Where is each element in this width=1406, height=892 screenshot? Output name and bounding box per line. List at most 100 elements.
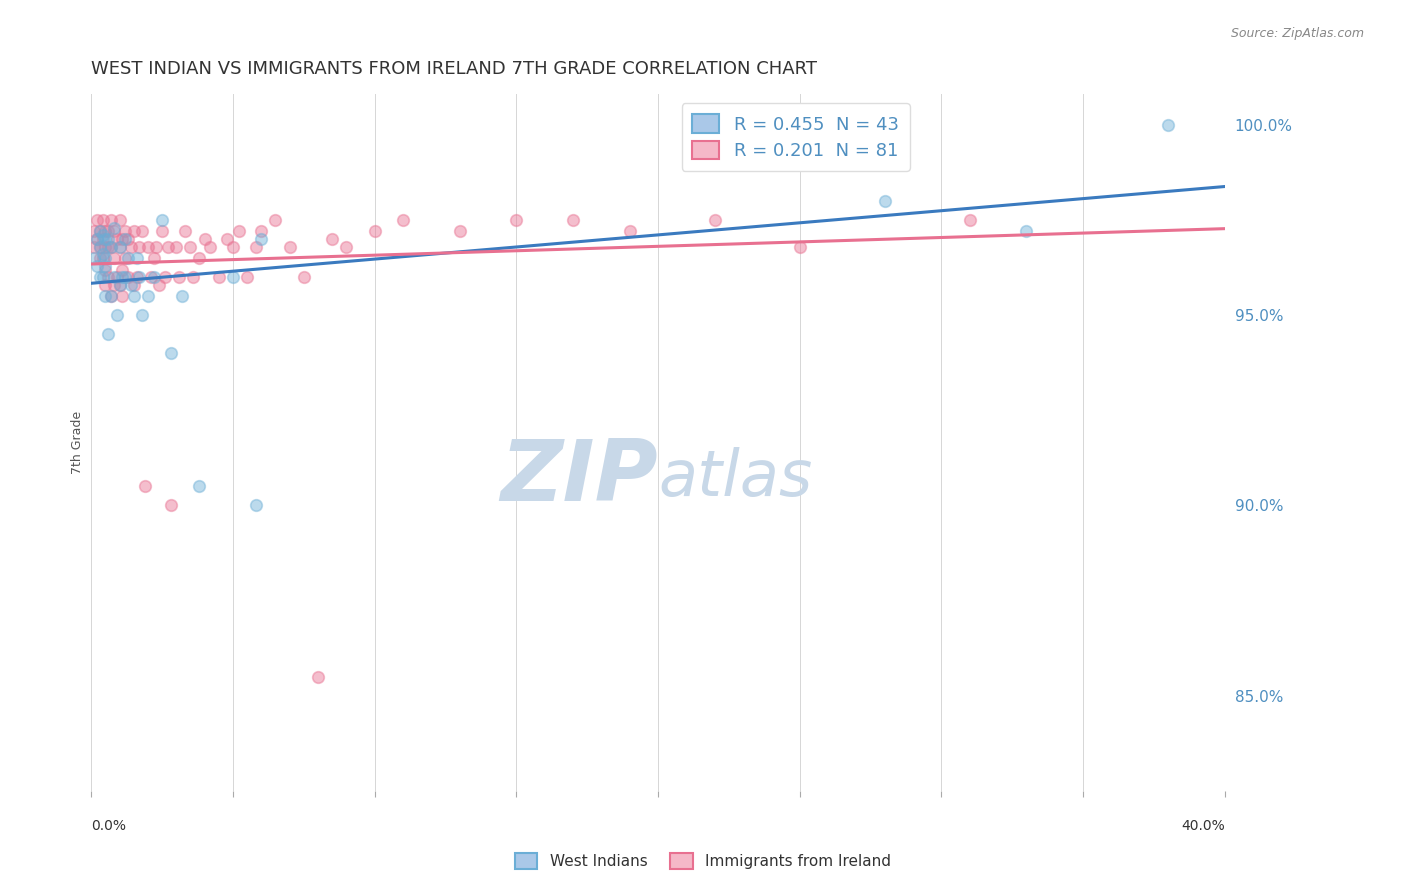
Text: atlas: atlas	[658, 447, 813, 508]
Point	[114, 224, 136, 238]
Point	[100, 240, 122, 254]
Point	[117, 232, 139, 246]
Point	[97, 270, 120, 285]
Point	[91, 251, 114, 265]
Point	[94, 251, 117, 265]
Point	[122, 289, 145, 303]
Point	[105, 308, 128, 322]
Point	[278, 240, 301, 254]
Point	[83, 240, 105, 254]
Point	[83, 251, 105, 265]
Point	[505, 213, 527, 227]
Point	[108, 277, 131, 292]
Point	[86, 232, 108, 246]
Point	[91, 228, 114, 243]
Point	[1157, 118, 1180, 132]
Point	[103, 220, 125, 235]
Point	[200, 240, 222, 254]
Y-axis label: 7th Grade: 7th Grade	[72, 411, 84, 475]
Point	[89, 240, 111, 254]
Point	[245, 240, 267, 254]
Point	[156, 240, 179, 254]
Point	[91, 247, 114, 261]
Point	[111, 270, 134, 285]
Point	[114, 270, 136, 285]
Point	[264, 213, 287, 227]
Point	[193, 232, 215, 246]
Point	[108, 240, 131, 254]
Point	[94, 259, 117, 273]
Point	[292, 270, 315, 285]
Point	[122, 277, 145, 292]
Point	[86, 213, 108, 227]
Point	[94, 289, 117, 303]
Point	[114, 232, 136, 246]
Point	[131, 224, 153, 238]
Point	[145, 240, 167, 254]
Point	[959, 213, 981, 227]
Text: 0.0%: 0.0%	[91, 819, 127, 833]
Point	[89, 270, 111, 285]
Point	[228, 224, 250, 238]
Point	[170, 289, 193, 303]
Point	[222, 240, 245, 254]
Point	[150, 213, 173, 227]
Point	[94, 224, 117, 238]
Point	[100, 289, 122, 303]
Text: 40.0%: 40.0%	[1181, 819, 1225, 833]
Point	[108, 277, 131, 292]
Point	[94, 240, 117, 254]
Point	[117, 251, 139, 265]
Point	[789, 240, 811, 254]
Point	[150, 224, 173, 238]
Point	[167, 270, 190, 285]
Point	[307, 670, 329, 684]
Point	[142, 251, 165, 265]
Point	[128, 270, 150, 285]
Point	[222, 270, 245, 285]
Point	[86, 259, 108, 273]
Point	[873, 194, 896, 208]
Point	[103, 251, 125, 265]
Point	[136, 289, 159, 303]
Point	[217, 232, 239, 246]
Point	[125, 270, 148, 285]
Point	[165, 240, 187, 254]
Point	[114, 251, 136, 265]
Point	[111, 262, 134, 277]
Point	[136, 240, 159, 254]
Point	[117, 270, 139, 285]
Point	[236, 270, 259, 285]
Text: WEST INDIAN VS IMMIGRANTS FROM IRELAND 7TH GRADE CORRELATION CHART: WEST INDIAN VS IMMIGRANTS FROM IRELAND 7…	[91, 60, 817, 78]
Point	[128, 240, 150, 254]
Point	[619, 224, 641, 238]
Point	[187, 251, 209, 265]
Point	[94, 232, 117, 246]
Point	[94, 277, 117, 292]
Point	[97, 224, 120, 238]
Point	[159, 346, 181, 360]
Point	[321, 232, 343, 246]
Text: Source: ZipAtlas.com: Source: ZipAtlas.com	[1230, 27, 1364, 40]
Point	[100, 213, 122, 227]
Point	[103, 224, 125, 238]
Point	[703, 213, 725, 227]
Point	[89, 224, 111, 238]
Point	[142, 270, 165, 285]
Point	[111, 232, 134, 246]
Point	[97, 240, 120, 254]
Point	[153, 270, 176, 285]
Legend: West Indians, Immigrants from Ireland: West Indians, Immigrants from Ireland	[509, 847, 897, 875]
Point	[89, 240, 111, 254]
Point	[120, 277, 142, 292]
Point	[179, 240, 201, 254]
Point	[103, 277, 125, 292]
Point	[125, 251, 148, 265]
Point	[108, 213, 131, 227]
Point	[134, 479, 156, 493]
Point	[562, 213, 585, 227]
Point	[250, 224, 273, 238]
Point	[86, 232, 108, 246]
Point	[173, 224, 195, 238]
Point	[1015, 224, 1038, 238]
